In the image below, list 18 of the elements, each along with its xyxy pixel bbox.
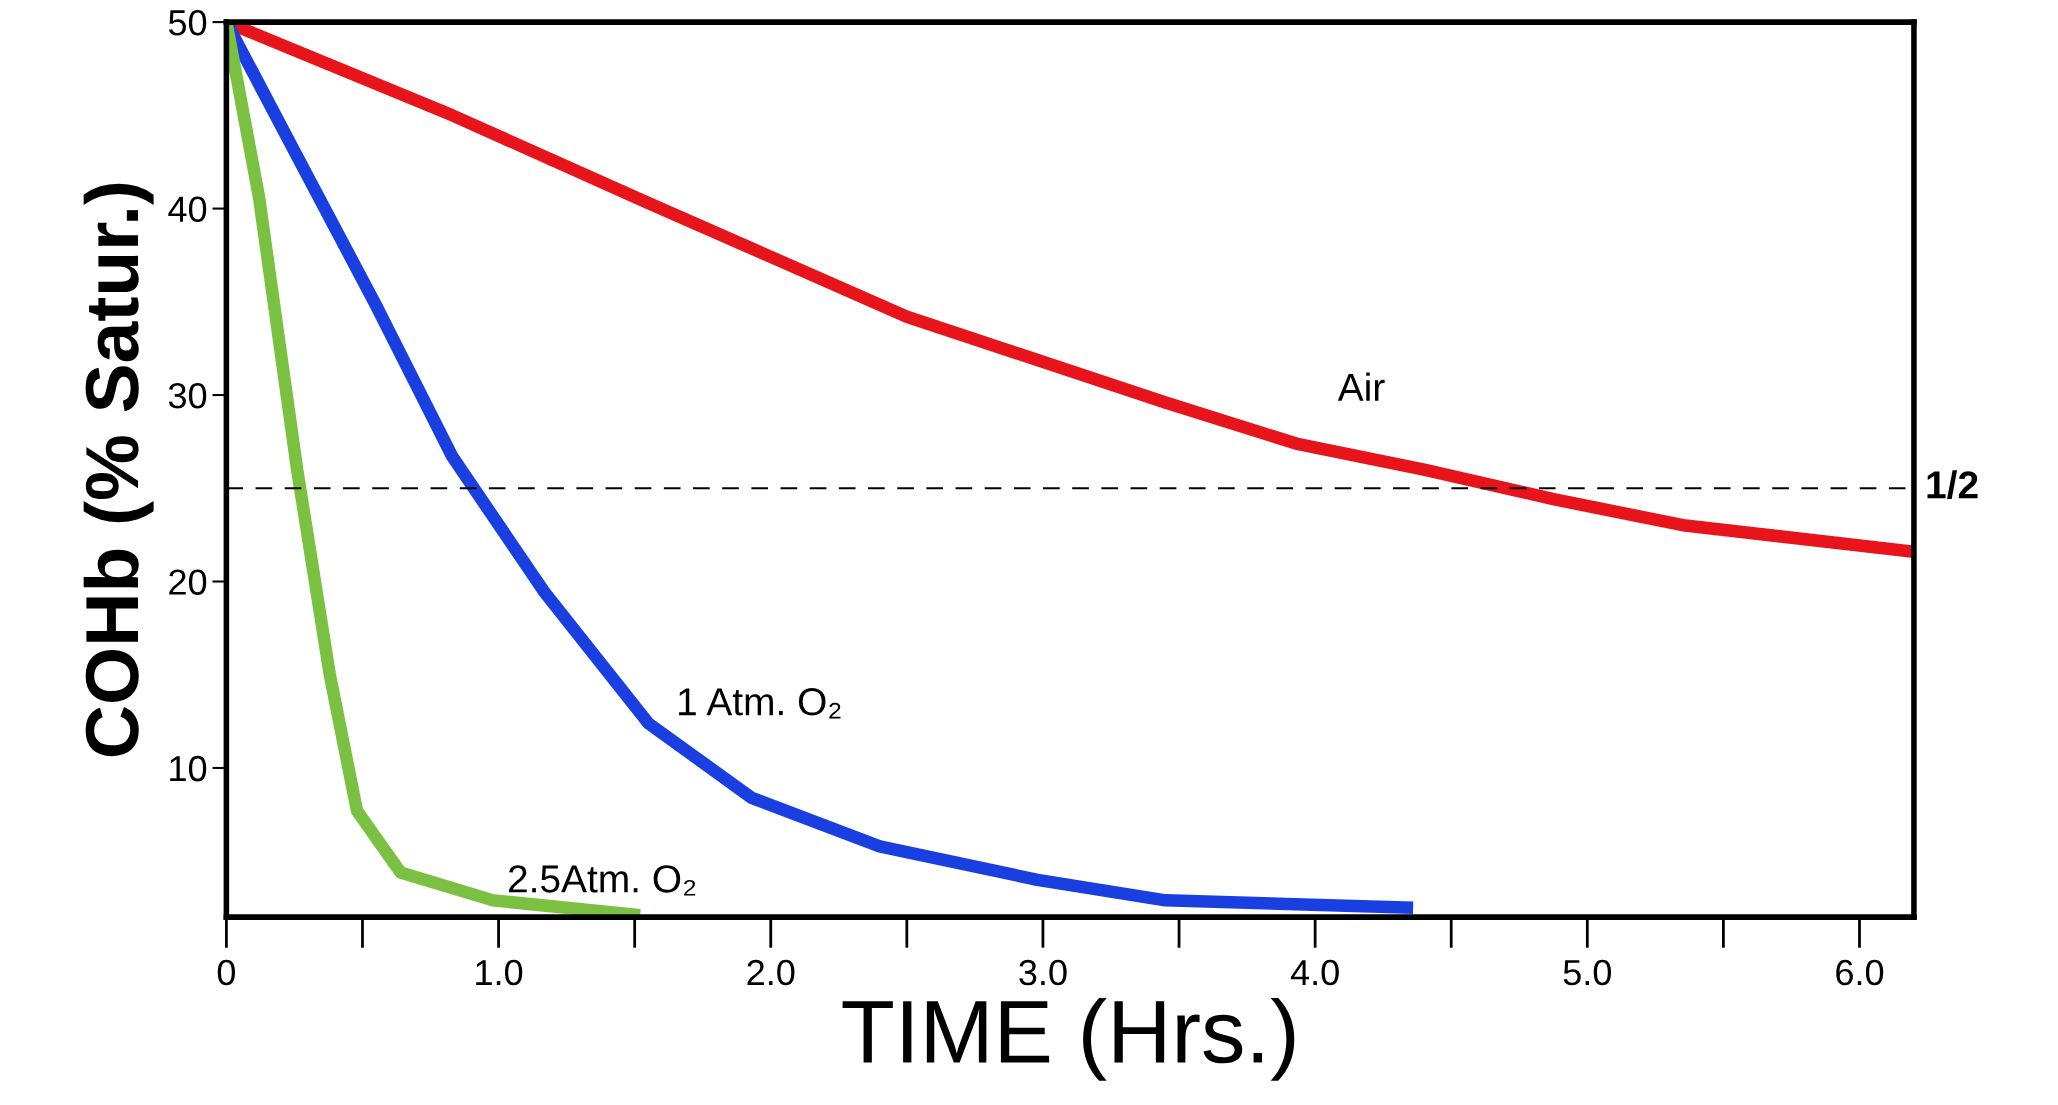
series-label: 1 Atm. O₂ [679, 688, 841, 719]
text: 1/2 [1927, 470, 1978, 500]
series-label: 2.5Atm. O₂ [508, 865, 696, 896]
x-tick-label: 2.0 [747, 959, 795, 986]
x-tick-label: 4.0 [1290, 959, 1339, 986]
text: 1.0 [476, 959, 523, 986]
y-tick-label: 10 [170, 755, 207, 782]
y-tick-label: 40 [168, 196, 207, 223]
y-tick-label: 50 [168, 9, 207, 36]
y-axis-title: COHb (% Satur.) [83, 183, 154, 757]
x-axis-title: TIME (Hrs.) [842, 998, 1295, 1081]
x-tick-label: 5.0 [1563, 959, 1612, 986]
series-label: Air [1337, 372, 1385, 401]
x-tick-label: 3.0 [1019, 959, 1067, 986]
x-tick-label: 6.0 [1836, 959, 1884, 986]
y-tick-label: 20 [169, 569, 207, 595]
y-tick-label: 30 [168, 382, 207, 409]
x-tick-label: 0 [217, 959, 236, 986]
